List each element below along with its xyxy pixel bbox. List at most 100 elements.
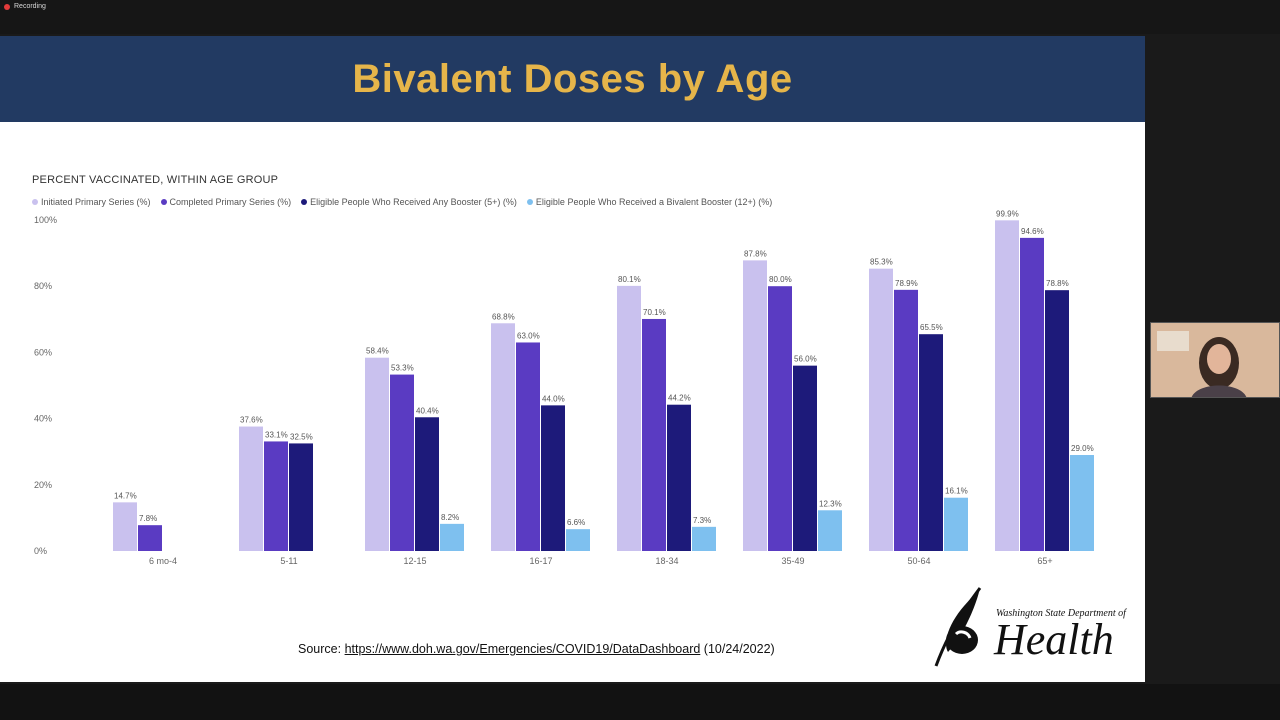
participant-avatar: [1151, 323, 1279, 397]
data-label: 32.5%: [290, 432, 313, 441]
bar: [617, 285, 641, 551]
legend-swatch-icon: [301, 199, 308, 205]
recording-indicator[interactable]: Recording: [4, 3, 46, 10]
chart-legend: Initiated Primary Series (%) Completed P…: [32, 197, 772, 207]
feather-logo-icon: [934, 587, 982, 667]
bar: [1020, 237, 1044, 551]
logo-agency-line: Washington State Department of: [996, 608, 1126, 619]
x-tick-label: 5-11: [280, 556, 297, 566]
data-label: 80.1%: [618, 275, 641, 284]
recording-label: Recording: [14, 3, 46, 10]
x-tick-label: 35-49: [781, 556, 804, 566]
bar: [566, 529, 590, 551]
bar: [239, 426, 263, 551]
x-tick-label: 18-34: [655, 556, 678, 566]
x-tick-label: 50-64: [907, 556, 930, 566]
legend-label: Initiated Primary Series (%): [41, 197, 151, 207]
legend-label: Completed Primary Series (%): [169, 197, 292, 207]
y-tick-label: 0%: [34, 546, 47, 556]
data-label: 8.2%: [441, 513, 459, 522]
data-label: 56.0%: [794, 355, 817, 364]
meeting-bottom-bar: [0, 684, 1280, 720]
bar: [516, 342, 540, 551]
data-label: 6.6%: [567, 518, 585, 527]
logo-health-word: Health: [994, 615, 1114, 664]
x-tick-label: 6 mo-4: [149, 556, 177, 566]
bar-chart: 0% 20% 40% 60% 80% 100% 14.7% 7.8% 6 mo-4 37.6%33…: [34, 209, 1094, 566]
bar: [667, 404, 691, 551]
meeting-top-bar: Recording: [0, 0, 1280, 34]
data-label: 63.0%: [517, 331, 540, 340]
data-label: 99.9%: [996, 209, 1019, 218]
bar: [894, 289, 918, 551]
data-label: 53.3%: [391, 364, 414, 373]
data-label: 29.0%: [1071, 444, 1094, 453]
data-label: 58.4%: [366, 347, 389, 356]
data-label: 85.3%: [870, 258, 893, 267]
x-tick-label: 12-15: [403, 556, 426, 566]
bar: [541, 405, 565, 551]
shared-slide: Bivalent Doses by Age PERCENT VACCINATED…: [0, 36, 1145, 682]
data-label: 33.1%: [265, 430, 288, 439]
bar: [440, 523, 464, 551]
participant-video-tile[interactable]: [1150, 322, 1280, 398]
source-citation: Source: https://www.doh.wa.gov/Emergenci…: [298, 642, 775, 656]
x-tick-label: 65+: [1037, 556, 1052, 566]
y-tick-label: 80%: [34, 281, 52, 291]
legend-item-completed: Completed Primary Series (%): [160, 197, 292, 207]
bar: [289, 443, 313, 551]
data-label: 65.5%: [920, 323, 943, 332]
legend-item-bivalent-booster: Eligible People Who Received a Bivalent …: [526, 197, 773, 207]
title-band: [0, 36, 1145, 122]
bar: [869, 268, 893, 551]
x-tick-label: 16-17: [529, 556, 552, 566]
slide-title: Bivalent Doses by Age: [352, 56, 793, 101]
bar: [692, 526, 716, 551]
data-label: 87.8%: [744, 249, 767, 258]
legend-item-initiated: Initiated Primary Series (%): [32, 197, 151, 207]
data-label: 7.8%: [139, 514, 157, 523]
legend-label: Eligible People Who Received a Bivalent …: [535, 197, 773, 207]
bar: [642, 318, 666, 551]
bar: [944, 497, 968, 551]
legend-swatch-icon: [160, 199, 167, 205]
data-label: 40.4%: [416, 406, 439, 415]
data-label: 68.8%: [492, 312, 515, 321]
bar: [1045, 290, 1069, 551]
bar: [1070, 455, 1094, 551]
bar: [768, 286, 792, 551]
y-tick-label: 40%: [34, 414, 52, 424]
bar: [491, 323, 515, 551]
recording-dot-icon: [4, 3, 10, 10]
data-label: 16.1%: [945, 487, 968, 496]
source-date: (10/24/2022): [703, 642, 775, 656]
bar: [743, 260, 767, 551]
bar: [818, 510, 842, 551]
data-label: 44.2%: [668, 394, 691, 403]
bar: [390, 374, 414, 551]
y-tick-label: 60%: [34, 347, 52, 357]
data-label: 78.9%: [895, 279, 918, 288]
data-label: 14.7%: [114, 491, 137, 500]
chart-title: PERCENT VACCINATED, WITHIN AGE GROUP: [32, 174, 279, 186]
bar: [995, 220, 1019, 551]
data-label: 44.0%: [542, 394, 565, 403]
y-tick-label: 20%: [34, 480, 52, 490]
data-label: 7.3%: [693, 516, 711, 525]
bar: [365, 357, 389, 551]
bar: [138, 525, 162, 551]
bar: [113, 502, 137, 551]
source-prefix: Source:: [298, 642, 342, 656]
bar: [919, 334, 943, 551]
data-label: 80.0%: [769, 275, 792, 284]
data-label: 37.6%: [240, 416, 263, 425]
data-label: 12.3%: [819, 499, 842, 508]
data-label: 94.6%: [1021, 227, 1044, 236]
legend-label: Eligible People Who Received Any Booster…: [310, 197, 517, 207]
bar: [415, 417, 439, 551]
legend-swatch-icon: [526, 199, 533, 205]
bar: [793, 365, 817, 551]
data-label: 78.8%: [1046, 279, 1069, 288]
source-link[interactable]: https://www.doh.wa.gov/Emergencies/COVID…: [344, 642, 701, 656]
y-tick-label: 100%: [34, 215, 57, 225]
